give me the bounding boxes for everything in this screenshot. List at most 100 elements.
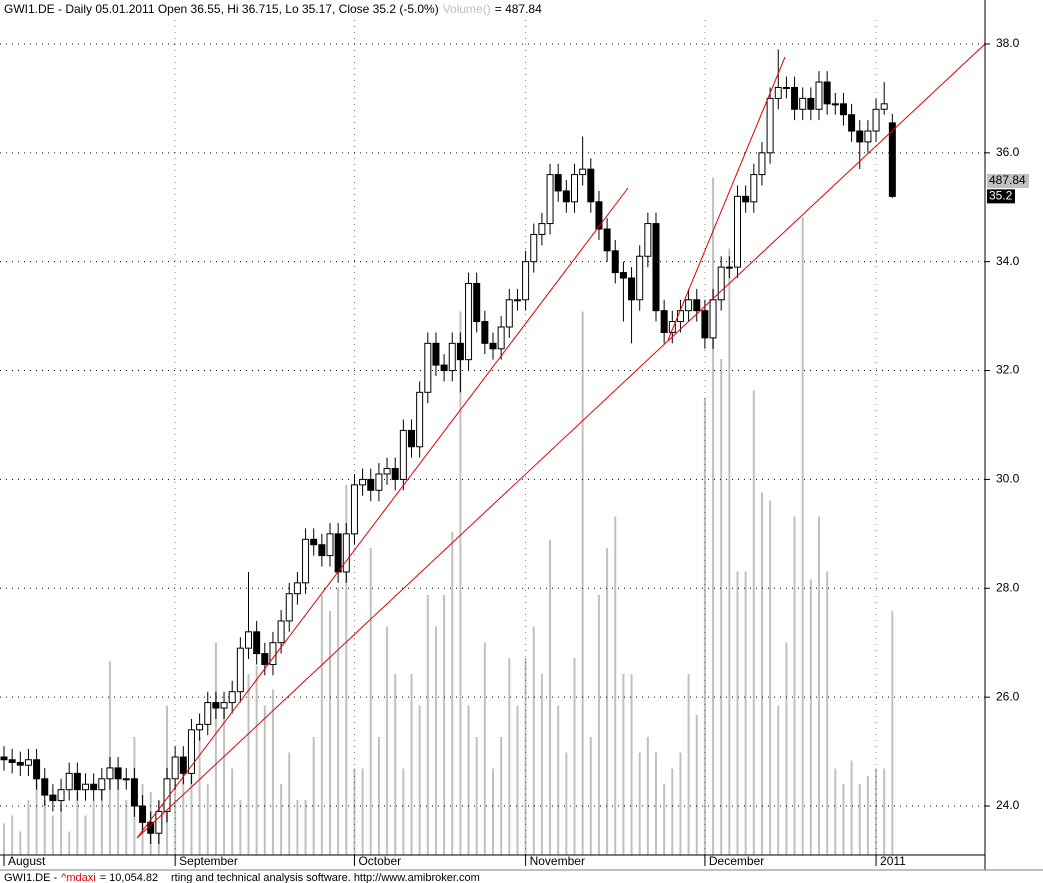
- volume-bar: [809, 579, 812, 855]
- volume-bar: [117, 768, 120, 855]
- volume-bar: [198, 737, 201, 855]
- volume-bar: [549, 540, 552, 855]
- candle-body: [440, 364, 448, 372]
- candle-body: [326, 533, 334, 557]
- chart-title-line: GWI1.DE - Daily 05.01.2011 Open 36.55, H…: [4, 2, 542, 16]
- volume-bar: [434, 626, 437, 855]
- volume-bar: [842, 784, 845, 855]
- y-tick-label: 32.0: [996, 363, 1020, 377]
- volume-bar: [606, 548, 609, 855]
- candle-body: [16, 761, 24, 766]
- volume-bar: [663, 784, 666, 855]
- candle-body: [302, 538, 310, 584]
- candle-body: [448, 342, 456, 372]
- volume-value-box: [987, 174, 1029, 188]
- candle-body: [734, 195, 741, 268]
- volume-bar: [475, 737, 478, 855]
- volume-bar: [288, 752, 291, 855]
- candle-layer: [0, 49, 896, 845]
- volume-bar: [483, 642, 486, 855]
- volume-bar: [353, 768, 356, 855]
- volume-bar: [597, 595, 600, 855]
- volume-bar: [712, 177, 715, 855]
- candle-body: [766, 97, 774, 154]
- candle-body: [277, 620, 285, 644]
- volume-bar: [557, 705, 560, 855]
- volume-bar: [296, 800, 299, 855]
- volume-value-label: 487.84: [989, 173, 1026, 187]
- x-tick-label: October: [358, 854, 401, 868]
- volume-bar: [614, 516, 617, 855]
- volume-bar: [581, 311, 584, 855]
- candle-body: [481, 321, 489, 344]
- volume-bar: [402, 768, 405, 855]
- volume-bar: [630, 674, 633, 855]
- volume-bar: [76, 792, 79, 855]
- footer-credit: rting and technical analysis software. h…: [171, 872, 480, 883]
- volume-bar: [100, 784, 103, 855]
- candle-body: [98, 778, 106, 791]
- candle-body: [171, 756, 179, 780]
- candle-body: [587, 168, 595, 203]
- volume-bar: [386, 626, 389, 855]
- volume-bar: [875, 768, 878, 855]
- candle-body: [774, 86, 782, 99]
- volume-bar: [826, 571, 829, 855]
- candle-body: [742, 195, 750, 203]
- volume-bar: [622, 674, 625, 855]
- close-value-box: [987, 189, 1015, 204]
- candle-body: [0, 756, 8, 761]
- volume-bar: [369, 548, 372, 855]
- volume-bar: [671, 768, 674, 855]
- y-tick-label: 36.0: [996, 145, 1020, 159]
- trendline: [667, 56, 786, 341]
- candle-body: [236, 647, 244, 693]
- candle-body: [342, 533, 350, 573]
- volume-bar: [35, 768, 38, 855]
- candle-body: [864, 130, 872, 143]
- candle-body: [383, 468, 391, 475]
- candle-body: [253, 631, 261, 655]
- volume-bar: [565, 752, 568, 855]
- candle-body: [49, 794, 57, 802]
- volume-bar: [19, 831, 22, 855]
- volume-bar: [589, 737, 592, 855]
- volume-bar: [655, 752, 657, 855]
- candle-body: [603, 228, 611, 252]
- volume-bar: [850, 760, 853, 855]
- y-tick-label: 38.0: [996, 36, 1020, 50]
- x-tick-label: 2011: [880, 854, 906, 868]
- footer: GWI1.DE - ^mdaxi = 10,054.82: [4, 872, 158, 883]
- volume-bar: [500, 737, 503, 855]
- candle-body: [571, 174, 578, 203]
- trendline: [136, 187, 629, 839]
- volume-bar: [891, 611, 894, 855]
- x-tick-label: August: [8, 854, 46, 868]
- candle-body: [872, 108, 880, 132]
- candle-body: [823, 81, 831, 105]
- volume-bar: [60, 807, 63, 855]
- candle-body: [285, 593, 293, 622]
- candle-body: [432, 342, 440, 366]
- volume-bar: [231, 768, 234, 855]
- candle-body: [456, 342, 464, 361]
- candle-body: [391, 468, 399, 480]
- candle-body: [725, 266, 733, 269]
- volume-bar: [337, 587, 340, 855]
- axis-layer: 24.0 26.0 28.0 30.0 32.0 34.0 36.0 38.0 August Se…: [3, 36, 1029, 868]
- volume-bar: [728, 248, 731, 855]
- volume-bar: [638, 752, 641, 855]
- footer-value: = 10,054.82: [100, 872, 158, 883]
- candle-body: [815, 81, 823, 110]
- volume-bar: [418, 705, 421, 855]
- candle-body: [473, 282, 481, 323]
- candle-body: [660, 310, 668, 333]
- volume-bar: [695, 715, 698, 855]
- candle-body: [489, 342, 497, 350]
- candle-body: [750, 174, 758, 203]
- candle-body: [350, 484, 358, 535]
- volume-bar: [451, 532, 454, 855]
- volume-bar: [271, 689, 274, 855]
- volume-bar: [532, 626, 535, 855]
- volume-bar: [377, 737, 380, 855]
